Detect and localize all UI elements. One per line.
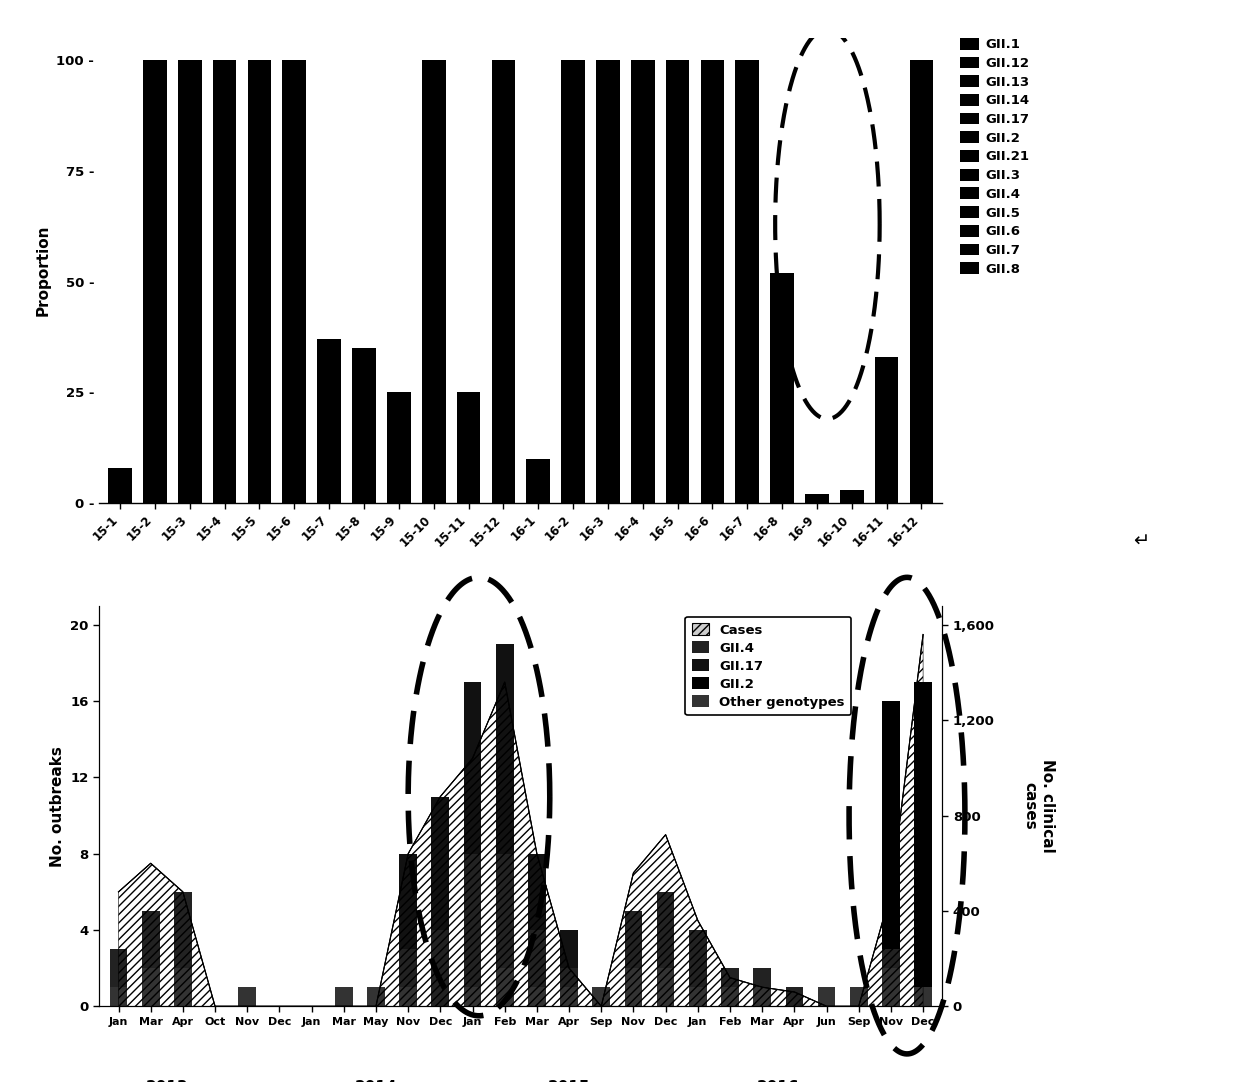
Bar	[213, 60, 237, 503]
Legend: GII.1, GII.12, GII.13, GII.14, GII.17, GII.2, GII.21, GII.3, GII.4, GII.5, GII.6: GII.1, GII.12, GII.13, GII.14, GII.17, G…	[957, 35, 1032, 278]
Bar	[496, 644, 513, 854]
Bar	[882, 701, 900, 949]
Bar	[491, 60, 516, 503]
Bar	[666, 60, 689, 503]
Bar	[109, 949, 128, 987]
Bar	[735, 60, 759, 503]
Bar	[464, 854, 481, 987]
Bar	[914, 987, 932, 1006]
Bar	[817, 987, 836, 1006]
Bar	[238, 987, 257, 1006]
Bar	[849, 987, 868, 1006]
Bar	[352, 348, 376, 503]
Bar	[526, 459, 551, 503]
Bar	[317, 339, 341, 503]
Bar	[785, 987, 804, 1006]
Bar	[625, 911, 642, 968]
Bar	[335, 987, 352, 1006]
Bar	[141, 968, 160, 1006]
Bar	[464, 987, 481, 1006]
Bar	[754, 968, 771, 987]
Bar	[722, 968, 739, 987]
Bar	[914, 682, 932, 987]
Bar	[174, 968, 192, 1006]
Text: 2016: 2016	[756, 1080, 800, 1082]
Text: 2014: 2014	[355, 1080, 397, 1082]
Bar	[528, 987, 546, 1006]
Y-axis label: No. clinical
cases: No. clinical cases	[1023, 760, 1055, 853]
Bar	[689, 931, 707, 987]
Y-axis label: No. outbreaks: No. outbreaks	[50, 745, 64, 867]
Bar	[141, 911, 160, 968]
Bar	[560, 968, 578, 987]
Bar	[399, 854, 417, 949]
Bar	[528, 931, 546, 987]
Bar	[754, 987, 771, 1006]
Text: 2013: 2013	[145, 1080, 188, 1082]
Legend: Cases, GII.4, GII.17, GII.2, Other genotypes: Cases, GII.4, GII.17, GII.2, Other genot…	[684, 617, 852, 715]
Bar	[882, 968, 900, 1006]
Y-axis label: Proportion: Proportion	[36, 225, 51, 316]
Bar	[109, 987, 128, 1006]
Bar	[689, 987, 707, 1006]
Bar	[722, 987, 739, 1006]
Bar	[496, 968, 513, 1006]
Bar	[174, 892, 192, 968]
Bar	[432, 931, 449, 1006]
Bar	[456, 393, 480, 503]
Bar	[560, 987, 578, 1006]
Bar	[528, 854, 546, 931]
Bar	[882, 949, 900, 968]
Bar	[874, 357, 899, 503]
Bar	[593, 987, 610, 1006]
Bar	[631, 60, 655, 503]
Bar	[596, 60, 620, 503]
Bar	[560, 931, 578, 968]
Bar	[625, 968, 642, 1006]
Bar	[143, 60, 167, 503]
Bar	[367, 987, 384, 1006]
Bar	[496, 854, 513, 968]
Bar	[179, 60, 202, 503]
Bar	[432, 796, 449, 931]
Text: ↵: ↵	[1132, 531, 1149, 551]
Bar	[283, 60, 306, 503]
Bar	[464, 682, 481, 854]
Bar	[399, 949, 417, 987]
Bar	[770, 273, 794, 503]
Bar	[399, 987, 417, 1006]
Bar	[657, 892, 675, 968]
Text: 2015: 2015	[548, 1080, 590, 1082]
Bar	[562, 60, 585, 503]
Bar	[422, 60, 445, 503]
Bar	[108, 467, 131, 503]
Bar	[839, 490, 863, 503]
Bar	[805, 494, 828, 503]
Bar	[248, 60, 272, 503]
Bar	[657, 968, 675, 1006]
Bar	[910, 60, 934, 503]
Bar	[701, 60, 724, 503]
Bar	[387, 393, 410, 503]
